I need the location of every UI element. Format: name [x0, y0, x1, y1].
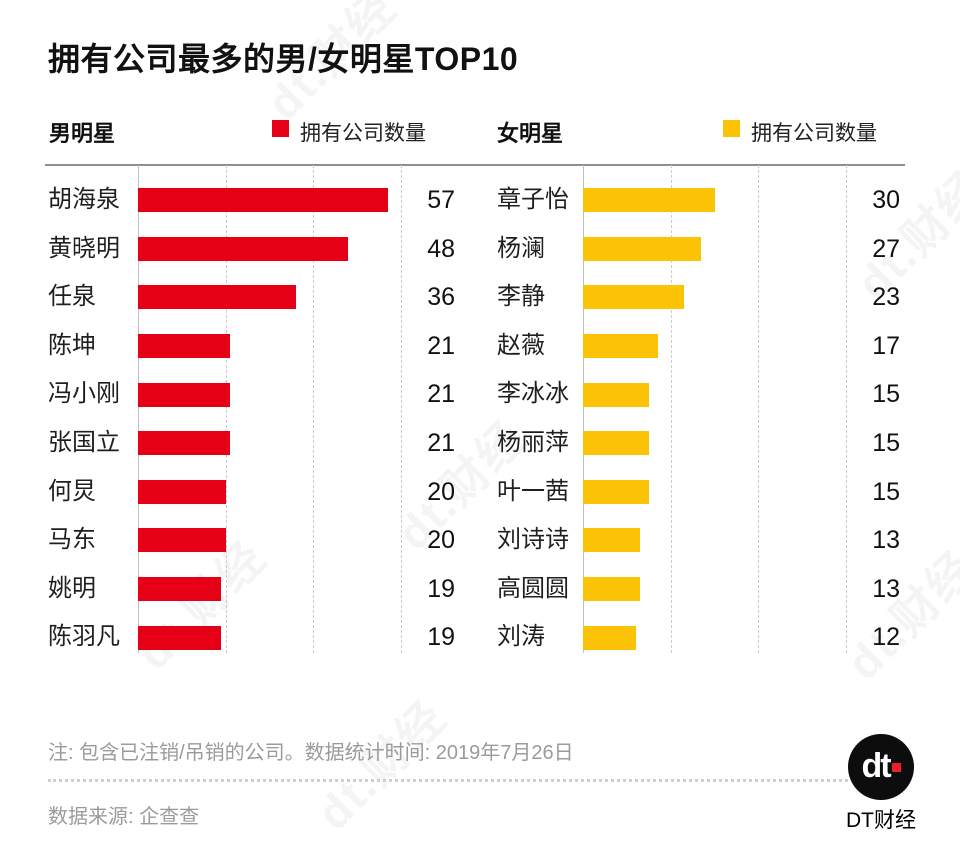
bar-value: 48 — [427, 234, 455, 263]
male-legend-title: 男明星 — [49, 121, 116, 146]
bar-value: 21 — [427, 380, 455, 409]
bar — [138, 236, 349, 261]
bar — [138, 479, 226, 504]
bar-label: 冯小刚 — [48, 380, 120, 408]
bar — [138, 577, 222, 602]
female-name-column: 章子怡杨澜李静赵薇李冰冰杨丽萍叶一茜刘诗诗高圆圆刘涛 — [497, 166, 569, 662]
bar-value: 30 — [872, 186, 900, 214]
bar — [583, 577, 640, 602]
bar-value: 15 — [872, 380, 900, 409]
gridline — [313, 165, 315, 653]
dt-logo-text: dt — [861, 747, 891, 785]
bar — [583, 479, 649, 504]
male-value-column: 57 48 36 21 21 21 20 20 19 19 — [427, 166, 455, 662]
header-divider — [45, 164, 905, 166]
bar-label: 高圆圆 — [497, 574, 569, 602]
gridline — [758, 165, 760, 653]
female-legend-label: 拥有公司数量 — [751, 122, 877, 145]
dt-logo: dt — [848, 734, 914, 800]
bar-value: 36 — [427, 283, 455, 312]
male-legend-swatch-icon — [272, 120, 289, 137]
bar-label: 李静 — [497, 283, 545, 311]
bar — [583, 236, 702, 261]
bar-value: 12 — [872, 623, 900, 652]
bar — [138, 188, 388, 213]
bar-value: 13 — [872, 526, 900, 555]
bar — [138, 625, 222, 650]
bar — [138, 431, 231, 456]
bar-label: 李冰冰 — [497, 380, 569, 408]
male-plot-area — [138, 165, 402, 664]
female-legend-title: 女明星 — [497, 121, 564, 146]
bar-value: 20 — [427, 526, 455, 555]
bar-label: 姚明 — [48, 574, 96, 602]
bar-value: 23 — [872, 283, 900, 312]
male-chart-panel: 胡海泉黄晓明任泉陈坤冯小刚张国立何炅马东姚明陈羽凡 57 48 36 21 21 21 20… — [48, 165, 455, 664]
bar — [583, 188, 715, 213]
bar-value: 19 — [427, 574, 455, 603]
dt-logo-dot-icon — [891, 762, 901, 772]
footer-divider — [48, 779, 860, 782]
bar-label: 黄晓明 — [48, 234, 120, 262]
bar-label: 章子怡 — [497, 186, 569, 213]
bar-value: 13 — [872, 574, 900, 603]
bar-label: 叶一茜 — [497, 477, 569, 505]
male-legend-label: 拥有公司数量 — [300, 122, 426, 145]
gridline — [401, 165, 402, 653]
bar — [583, 334, 658, 359]
bar-label: 何炅 — [48, 477, 96, 505]
bar — [583, 431, 649, 456]
bar — [583, 382, 649, 407]
bar-value: 21 — [427, 331, 455, 360]
bar-label: 赵薇 — [497, 331, 545, 359]
male-name-column: 胡海泉黄晓明任泉陈坤冯小刚张国立何炅马东姚明陈羽凡 — [48, 166, 120, 662]
bar-label: 刘诗诗 — [497, 526, 569, 554]
bar — [138, 334, 231, 359]
bar-label: 杨澜 — [497, 234, 545, 262]
bar-value: 15 — [872, 477, 900, 506]
bar-label: 杨丽萍 — [497, 428, 569, 456]
bar-value: 19 — [427, 623, 455, 652]
female-plot-area — [583, 165, 847, 664]
bar-value: 57 — [427, 186, 455, 214]
bar — [138, 285, 296, 310]
axis-line — [583, 165, 584, 653]
bar-label: 刘涛 — [497, 623, 545, 651]
gridline — [225, 165, 227, 653]
female-chart-panel: 章子怡杨澜李静赵薇李冰冰杨丽萍叶一茜刘诗诗高圆圆刘涛 30 27 23 17 15 15 1… — [497, 165, 900, 664]
data-source: 数据来源: 企查查 — [48, 806, 200, 828]
bar-value: 27 — [872, 234, 900, 263]
gridline — [670, 165, 672, 653]
page-title: 拥有公司最多的男/女明星TOP10 — [48, 41, 519, 77]
bar-value: 21 — [427, 428, 455, 457]
bar — [583, 528, 640, 553]
axis-line — [138, 165, 139, 653]
female-value-column: 30 27 23 17 15 15 15 13 13 12 — [872, 166, 900, 662]
bar — [138, 528, 226, 553]
footnote: 注: 包含已注销/吊销的公司。数据统计时间: 2019年7月26日 — [48, 742, 574, 764]
bar-label: 马东 — [48, 526, 96, 554]
bar-value: 20 — [427, 477, 455, 506]
bar-label: 任泉 — [48, 283, 96, 311]
gridline — [846, 165, 847, 653]
bar-label: 陈羽凡 — [48, 623, 120, 651]
bar-value: 15 — [872, 428, 900, 457]
bar — [138, 382, 231, 407]
bar-label: 胡海泉 — [48, 186, 120, 213]
female-legend-swatch-icon — [723, 120, 740, 137]
bar — [583, 285, 684, 310]
dt-logo-caption: DT财经 — [846, 809, 916, 832]
bar — [583, 625, 636, 650]
bar-value: 17 — [872, 331, 900, 360]
bar-label: 陈坤 — [48, 331, 96, 359]
bar-label: 张国立 — [48, 428, 120, 456]
